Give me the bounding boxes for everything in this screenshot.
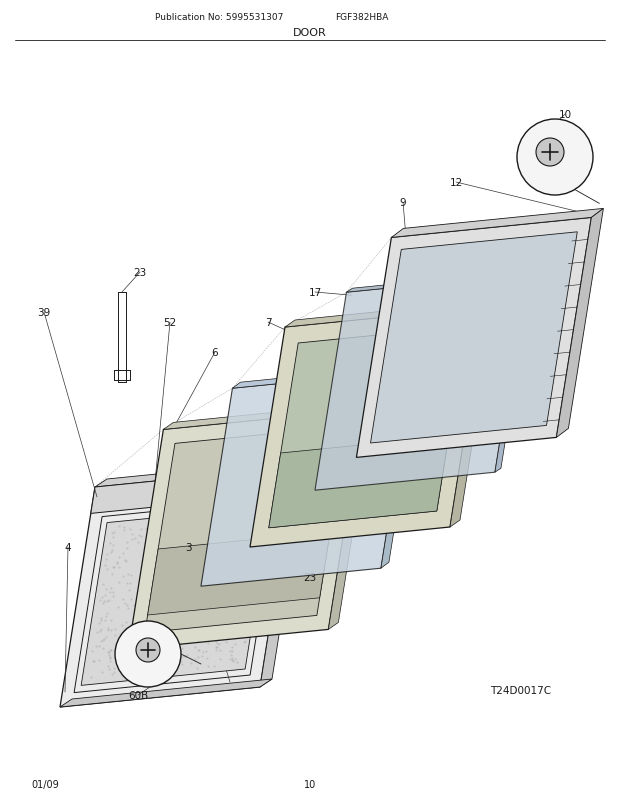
Text: T24D0017C: T24D0017C (490, 685, 551, 695)
Polygon shape (347, 271, 533, 293)
Text: FGF382HBA: FGF382HBA (335, 14, 388, 22)
Text: 39: 39 (37, 308, 51, 318)
Polygon shape (91, 468, 295, 514)
Polygon shape (145, 427, 347, 633)
Circle shape (115, 622, 181, 687)
Polygon shape (269, 436, 449, 529)
Polygon shape (201, 371, 412, 586)
Polygon shape (260, 460, 307, 687)
Text: DOOR: DOOR (293, 28, 327, 38)
Polygon shape (371, 233, 577, 444)
Polygon shape (285, 301, 495, 327)
Text: 8: 8 (432, 383, 438, 392)
Text: 8: 8 (417, 412, 423, 423)
Polygon shape (60, 468, 295, 707)
Text: 23: 23 (133, 268, 146, 277)
Text: 9: 9 (400, 198, 406, 208)
Polygon shape (95, 460, 307, 488)
Text: 6: 6 (211, 347, 218, 358)
Polygon shape (315, 275, 526, 491)
Text: 60B: 60B (128, 691, 148, 700)
Text: 7: 7 (265, 318, 272, 327)
Polygon shape (128, 410, 363, 650)
Text: 10: 10 (559, 110, 572, 119)
Polygon shape (148, 533, 330, 615)
Circle shape (136, 638, 160, 662)
Polygon shape (60, 679, 272, 707)
Circle shape (517, 119, 593, 196)
Polygon shape (81, 507, 271, 686)
Polygon shape (391, 209, 603, 238)
Polygon shape (450, 301, 495, 528)
Text: 3: 3 (185, 542, 192, 553)
Text: 23: 23 (303, 573, 317, 582)
Polygon shape (556, 209, 603, 438)
Text: 17: 17 (308, 288, 322, 298)
Polygon shape (250, 308, 485, 547)
Polygon shape (356, 218, 591, 458)
Polygon shape (269, 326, 466, 529)
Polygon shape (329, 403, 373, 630)
Text: 52: 52 (164, 318, 177, 327)
Text: 12: 12 (450, 178, 463, 188)
Circle shape (536, 139, 564, 167)
Text: 4: 4 (64, 542, 71, 553)
Polygon shape (232, 365, 420, 389)
Text: 01/09: 01/09 (31, 779, 59, 789)
Polygon shape (164, 403, 373, 430)
Polygon shape (381, 365, 420, 569)
Polygon shape (495, 271, 533, 472)
Text: 10: 10 (304, 779, 316, 789)
Text: Publication No: 5995531307: Publication No: 5995531307 (155, 14, 283, 22)
